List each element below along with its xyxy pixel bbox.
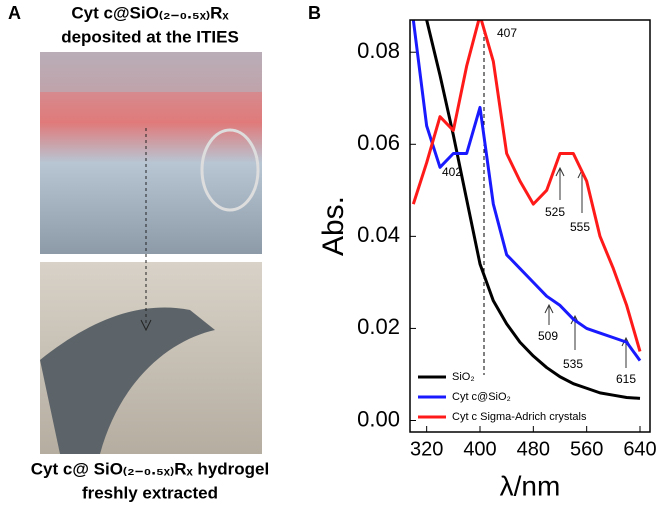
photo-detail <box>200 128 260 212</box>
y-axis-label: Abs. <box>317 196 350 256</box>
caption: Cyt c@ SiO₍₂₋₀.₅ₓ₎Rₓ hydrogel <box>31 459 269 478</box>
plot-lines <box>411 20 642 400</box>
legend-label: Cyt c@SiO₂ <box>452 391 511 403</box>
x-tick-label: 640 <box>623 438 656 460</box>
x-tick-label: 480 <box>517 438 550 460</box>
panel-label: B <box>308 3 321 23</box>
x-axis-label: λ/nm <box>500 470 561 501</box>
annotation: 525 <box>545 205 565 219</box>
photo-detail <box>40 52 262 92</box>
x-tick-label: 320 <box>410 438 443 460</box>
series-line <box>425 20 641 400</box>
y-tick-label: 0.06 <box>357 130 400 155</box>
panel-b: B Abs. λ/nm 407 402 525 555 509 535 615 … <box>308 3 657 502</box>
y-tick-label: 0.00 <box>357 406 400 431</box>
annotation: 555 <box>570 220 590 234</box>
y-tick-label: 0.02 <box>357 314 400 339</box>
y-tick-label: 0.04 <box>357 222 400 247</box>
legend-label: SiO₂ <box>452 371 475 383</box>
panel-a: A Cyt c@SiO₍₂₋₀.₅ₓ₎Rₓ deposited at the I… <box>8 3 269 503</box>
arrow <box>555 166 565 200</box>
annotation: 535 <box>563 357 583 371</box>
annotation: 509 <box>538 329 558 343</box>
legend-label: Cyt c Sigma-Adrich crystals <box>452 411 587 423</box>
panel-label: A <box>8 3 21 23</box>
photo-detail <box>40 307 215 454</box>
arrow-head <box>140 319 152 332</box>
caption: freshly extracted <box>82 483 218 502</box>
annotation: 407 <box>497 26 517 40</box>
x-tick-label: 560 <box>570 438 603 460</box>
series-line <box>411 20 642 352</box>
series-line <box>411 20 642 362</box>
y-tick-label: 0.08 <box>357 38 400 63</box>
arrow <box>544 303 554 325</box>
caption: Cyt c@SiO₍₂₋₀.₅ₓ₎Rₓ <box>71 3 229 22</box>
x-tick-label: 400 <box>463 438 496 460</box>
caption: deposited at the ITIES <box>61 27 239 46</box>
annotation: 615 <box>616 372 636 386</box>
annotation: 402 <box>442 165 462 179</box>
plot-frame <box>409 19 651 433</box>
